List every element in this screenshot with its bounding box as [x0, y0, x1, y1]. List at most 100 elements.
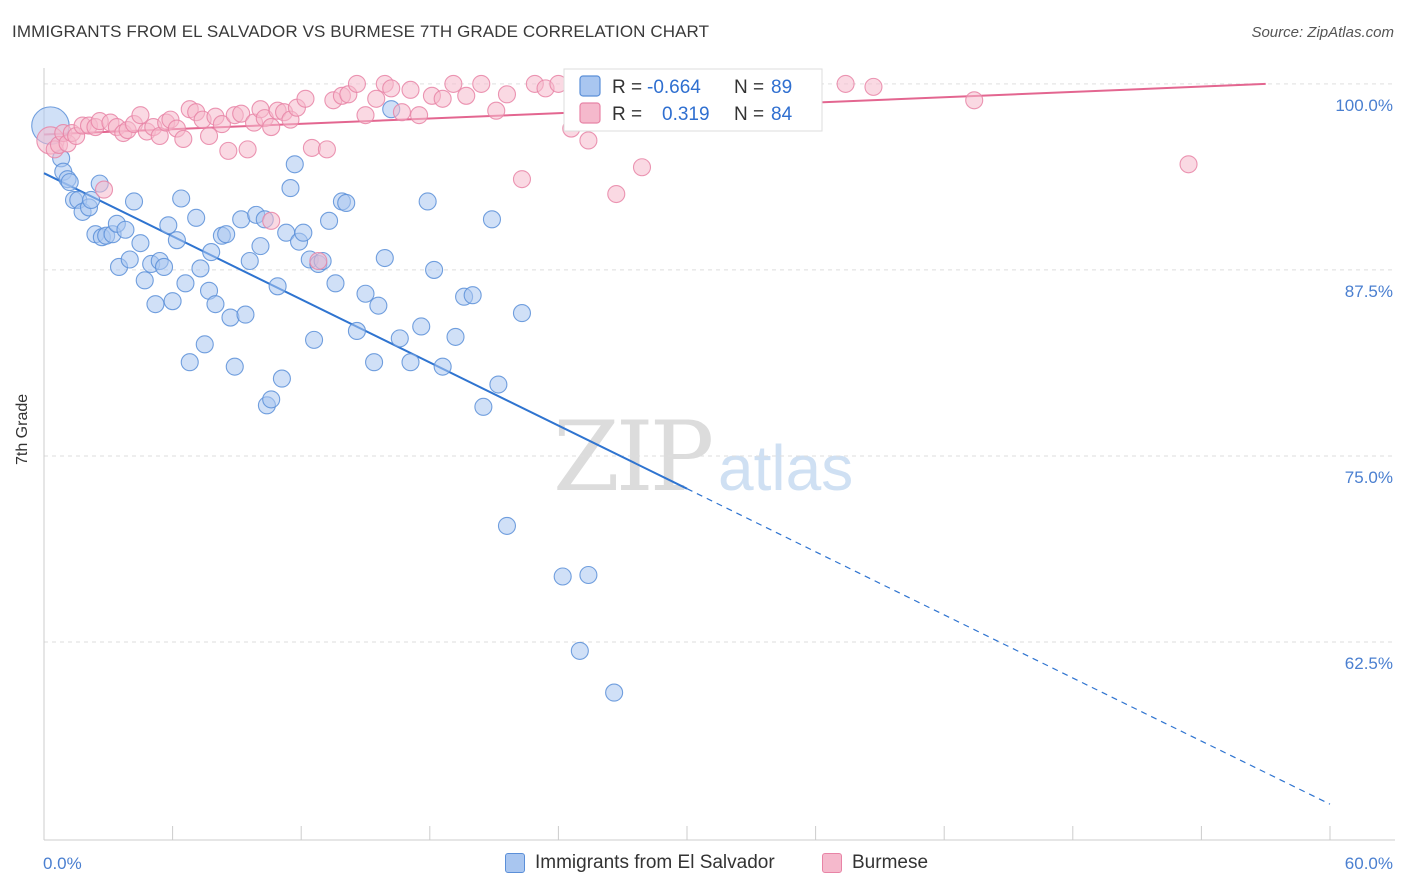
series-legend: Immigrants from El Salvador Burmese [0, 852, 1406, 878]
point-el-salvador [217, 225, 236, 244]
point-burmese [444, 74, 463, 93]
point-el-salvador [135, 271, 154, 290]
point-el-salvador [225, 357, 244, 376]
source-label: Source: ZipAtlas.com [1251, 24, 1394, 41]
legend-n-value: 84 [771, 104, 793, 125]
point-el-salvador [425, 260, 444, 279]
x-tick-label: 60.0% [1345, 854, 1393, 873]
point-el-salvador [202, 243, 221, 262]
point-el-salvador [268, 277, 287, 296]
legend-n-label: N = [734, 104, 764, 125]
point-el-salvador [154, 257, 174, 277]
point-el-salvador [497, 516, 517, 535]
legend-swatch-pink [579, 102, 601, 124]
legend-label: Immigrants from El Salvador [535, 852, 775, 873]
legend-label: Burmese [852, 852, 929, 873]
point-el-salvador [172, 189, 191, 208]
data-points [31, 74, 1198, 702]
x-tick-label: 0.0% [43, 854, 82, 873]
point-el-salvador [305, 330, 324, 349]
point-el-salvador [191, 259, 210, 278]
point-burmese [392, 103, 411, 122]
point-el-salvador [116, 220, 135, 239]
point-burmese [199, 126, 219, 146]
point-burmese [382, 79, 401, 98]
point-el-salvador [337, 193, 356, 213]
point-el-salvador [369, 296, 388, 315]
series-burmese [36, 74, 1198, 271]
point-burmese [472, 74, 491, 93]
point-el-salvador [146, 295, 165, 314]
point-burmese [497, 85, 517, 104]
point-el-salvador [401, 353, 420, 372]
point-burmese [487, 101, 506, 120]
point-el-salvador [187, 208, 206, 227]
point-burmese [965, 91, 984, 110]
legend-n-label: N = [734, 77, 764, 98]
point-burmese [262, 211, 281, 230]
point-burmese [607, 184, 626, 204]
point-el-salvador [579, 565, 598, 585]
point-burmese [131, 106, 150, 125]
series-el-salvador [31, 100, 624, 702]
point-el-salvador [167, 231, 186, 250]
point-el-salvador [124, 192, 144, 211]
point-burmese [238, 140, 257, 159]
legend-swatch-pink [822, 853, 842, 873]
point-burmese [309, 251, 328, 271]
point-el-salvador [131, 234, 150, 253]
point-burmese [296, 89, 315, 108]
point-el-salvador [375, 248, 394, 268]
point-el-salvador [347, 321, 366, 340]
legend-r-label: R = [612, 77, 642, 98]
point-el-salvador [272, 369, 291, 388]
legend-n-value: 89 [771, 77, 792, 98]
point-el-salvador [236, 305, 255, 324]
legend-r-value: 0.319 [662, 104, 710, 125]
point-el-salvador [446, 327, 465, 346]
legend-r-label: R = [612, 104, 642, 125]
point-burmese [836, 74, 855, 93]
point-el-salvador [474, 397, 493, 416]
point-el-salvador [365, 353, 384, 372]
point-el-salvador [482, 210, 502, 229]
point-burmese [367, 89, 386, 108]
point-el-salvador [251, 237, 270, 256]
point-el-salvador [412, 317, 431, 336]
point-burmese [632, 158, 652, 177]
point-burmese [212, 115, 231, 134]
point-burmese [174, 129, 193, 149]
point-el-salvador [221, 308, 240, 327]
legend-swatch-blue [579, 75, 601, 97]
point-el-salvador [195, 335, 214, 354]
point-el-salvador [356, 284, 375, 303]
point-burmese [579, 131, 598, 150]
chart-title: IMMIGRANTS FROM EL SALVADOR VS BURMESE 7… [12, 22, 710, 41]
point-el-salvador [240, 251, 259, 271]
point-el-salvador [232, 210, 251, 229]
point-el-salvador [489, 375, 508, 394]
point-el-salvador [206, 295, 225, 314]
point-el-salvador [176, 274, 195, 293]
watermark: ZIP atlas [553, 401, 853, 513]
point-burmese [433, 89, 452, 108]
point-burmese [219, 141, 238, 160]
point-el-salvador [463, 286, 482, 305]
point-el-salvador [262, 390, 281, 409]
y-tick-label: 100.0% [1335, 96, 1393, 115]
point-burmese [262, 118, 281, 137]
point-el-salvador [294, 223, 313, 242]
point-burmese [347, 74, 366, 93]
point-el-salvador [605, 683, 624, 702]
point-burmese [356, 106, 375, 125]
y-tick-label: 75.0% [1345, 468, 1393, 487]
point-el-salvador [60, 173, 79, 192]
point-burmese [232, 104, 251, 123]
point-el-salvador [180, 353, 199, 372]
point-el-salvador [570, 641, 589, 660]
point-el-salvador [326, 274, 345, 293]
point-el-salvador [120, 250, 139, 269]
watermark-zip: ZIP [553, 401, 712, 513]
point-el-salvador [418, 192, 437, 211]
